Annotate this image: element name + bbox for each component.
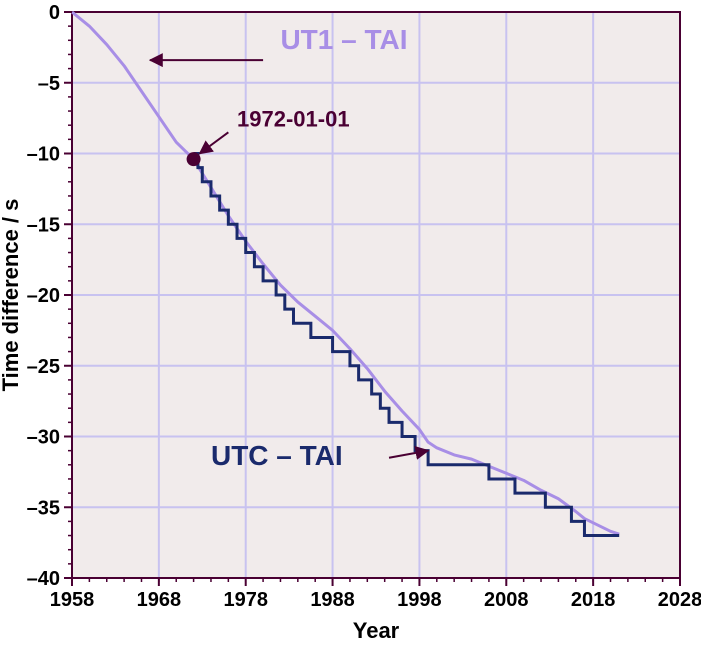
y-tick-label: –10 [27, 144, 60, 166]
y-tick-label: –25 [27, 356, 60, 378]
x-tick-label: 1958 [50, 589, 95, 611]
chart-container: 1958 1968 1978 1988 1998 2008 2018 2028 –40 –35 –3… [0, 0, 701, 650]
legend-utc-tai: UTC – TAI [211, 440, 343, 471]
y-tick-label: –15 [27, 214, 60, 236]
x-tick-label: 1978 [223, 589, 268, 611]
marker-label: 1972-01-01 [237, 107, 350, 132]
y-tick-label: 0 [49, 2, 60, 24]
y-tick-label: –20 [27, 285, 60, 307]
legend-ut1-tai: UT1 – TAI [280, 24, 407, 55]
y-tick-label: –35 [27, 497, 60, 519]
y-tick-label: –5 [38, 73, 60, 95]
marker-1972 [187, 152, 201, 166]
x-tick-label: 2018 [571, 589, 616, 611]
chart-svg: 1958 1968 1978 1988 1998 2008 2018 2028 –40 –35 –3… [0, 0, 701, 650]
x-axis-label: Year [353, 618, 400, 643]
x-tick-label: 1998 [397, 589, 442, 611]
x-tick-label: 2028 [658, 589, 701, 611]
y-tick-label: –30 [27, 427, 60, 449]
x-tick-label: 1988 [310, 589, 355, 611]
x-tick-label: 1968 [137, 589, 182, 611]
x-tick-label: 2008 [484, 589, 529, 611]
y-tick-label: –40 [27, 568, 60, 590]
y-axis-label: Time difference / s [0, 199, 23, 392]
